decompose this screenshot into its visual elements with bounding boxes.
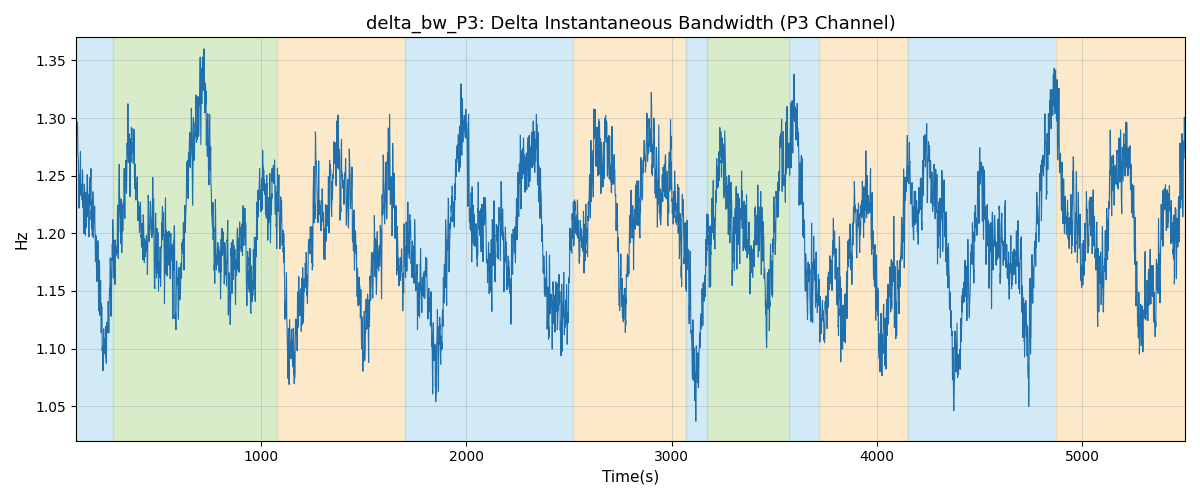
Bar xyxy=(574,38,686,440)
X-axis label: Time(s): Time(s) xyxy=(602,470,659,485)
Bar xyxy=(820,38,907,440)
Title: delta_bw_P3: Delta Instantaneous Bandwidth (P3 Channel): delta_bw_P3: Delta Instantaneous Bandwid… xyxy=(366,15,895,34)
Bar xyxy=(277,38,404,440)
Bar xyxy=(707,38,788,440)
Bar xyxy=(788,38,820,440)
Bar xyxy=(404,38,574,440)
Y-axis label: Hz: Hz xyxy=(14,230,30,249)
Bar xyxy=(686,38,707,440)
Bar xyxy=(1056,38,1184,440)
Bar xyxy=(907,38,1056,440)
Bar xyxy=(76,38,113,440)
Bar xyxy=(113,38,277,440)
